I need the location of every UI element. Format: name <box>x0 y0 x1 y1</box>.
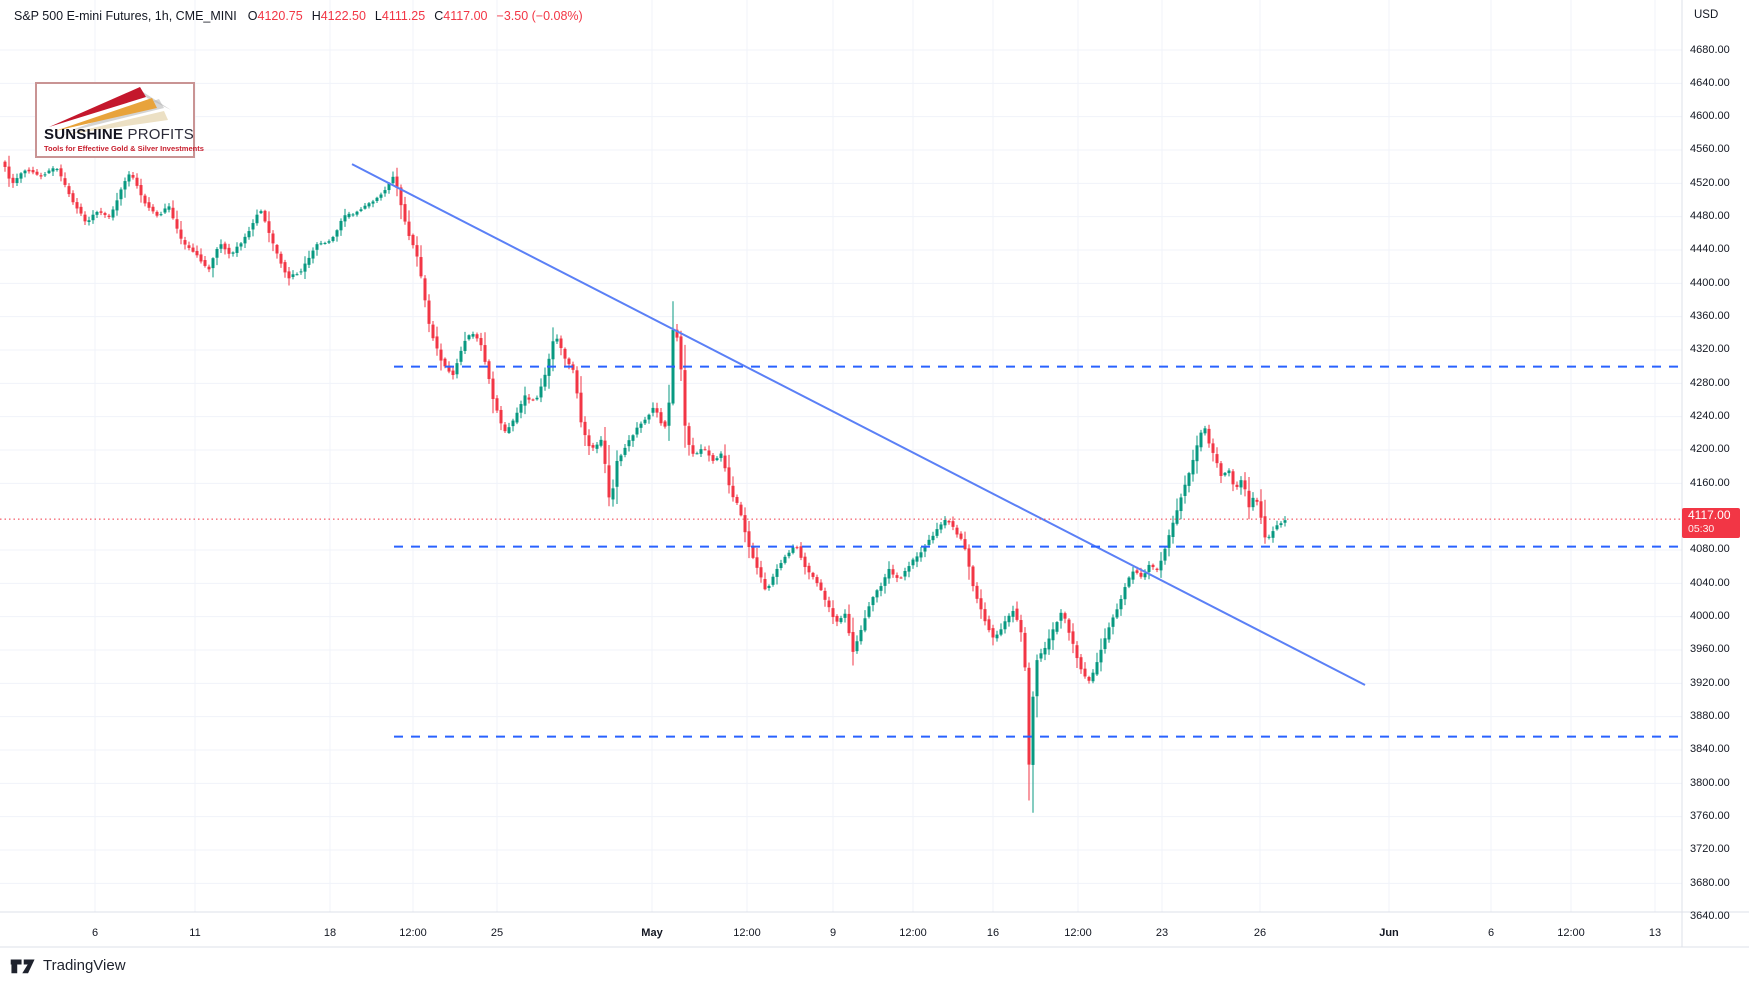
price-tick-label: 4080.00 <box>1690 543 1730 556</box>
price-tick-label: 4560.00 <box>1690 143 1730 156</box>
price-tick-label: 3880.00 <box>1690 710 1730 723</box>
time-tick-label: 13 <box>1648 927 1662 939</box>
price-tick-label: 4440.00 <box>1690 243 1730 256</box>
price-tick-label: 4160.00 <box>1690 476 1730 489</box>
price-tick-label: 4640.00 <box>1690 76 1730 89</box>
price-axis-currency: USD <box>1694 9 1719 21</box>
price-tick-label: 3640.00 <box>1690 910 1730 923</box>
ohlc-open: O4120.75 <box>247 9 303 23</box>
descending-trendline[interactable] <box>351 163 1366 686</box>
time-tick-label: 6 <box>91 927 99 939</box>
price-tick-label: 4680.00 <box>1690 43 1730 56</box>
ohlc-high: H4122.50 <box>311 9 366 23</box>
last-price-value: 4117.00 <box>1688 508 1731 522</box>
bar-countdown: 05:30 <box>1688 522 1715 535</box>
symbol-title[interactable]: S&P 500 E-mini Futures, 1h, CME_MINI <box>14 9 237 23</box>
time-tick-label: 12:00 <box>1064 927 1092 939</box>
ohlc-close: C4117.00 <box>434 9 488 23</box>
price-tick-label: 4400.00 <box>1690 276 1730 289</box>
time-tick-label: May <box>641 927 663 939</box>
price-tick-label: 3960.00 <box>1690 643 1730 656</box>
sunshine-arrows-icon <box>49 87 171 135</box>
time-tick-label: 6 <box>1487 927 1495 939</box>
price-tick-label: 3720.00 <box>1690 843 1730 856</box>
time-tick-label: 25 <box>490 927 504 939</box>
tradingview-brand-text: TradingView <box>43 957 126 974</box>
price-tick-label: 4040.00 <box>1690 576 1730 589</box>
last-price-badge: 4117.00 05:30 <box>1682 508 1740 538</box>
price-tick-label: 3840.00 <box>1690 743 1730 756</box>
time-tick-label: 12:00 <box>733 927 761 939</box>
price-tick-label: 3800.00 <box>1690 776 1730 789</box>
time-tick-label: Jun <box>1379 927 1399 939</box>
candles <box>3 155 1287 813</box>
sunshine-profits-logo: SUNSHINE PROFITS Tools for Effective Gol… <box>35 82 204 158</box>
price-tick-label: 4360.00 <box>1690 310 1730 323</box>
time-tick-label: 23 <box>1155 927 1169 939</box>
price-tick-label: 4600.00 <box>1690 110 1730 123</box>
price-tick-label: 4480.00 <box>1690 210 1730 223</box>
price-tick-label: 4520.00 <box>1690 176 1730 189</box>
price-tick-label: 4240.00 <box>1690 410 1730 423</box>
price-tick-label: 4320.00 <box>1690 343 1730 356</box>
time-tick-label: 9 <box>829 927 837 939</box>
tradingview-attribution[interactable]: TradingView <box>10 957 126 974</box>
price-tick-label: 3760.00 <box>1690 810 1730 823</box>
time-tick-label: 18 <box>323 927 337 939</box>
time-tick-label: 12:00 <box>399 927 427 939</box>
logo-tagline: Tools for Effective Gold & Silver Invest… <box>44 144 204 153</box>
price-tick-label: 4200.00 <box>1690 443 1730 456</box>
chart-legend[interactable]: S&P 500 E-mini Futures, 1h, CME_MINI O41… <box>14 9 583 23</box>
logo-name: SUNSHINE PROFITS <box>44 126 194 143</box>
time-tick-label: 26 <box>1253 927 1267 939</box>
price-tick-label: 3920.00 <box>1690 676 1730 689</box>
change-value: −3.50 (−0.08%) <box>496 9 583 23</box>
price-tick-label: 4280.00 <box>1690 376 1730 389</box>
time-tick-label: 11 <box>189 927 201 939</box>
time-tick-label: 12:00 <box>1557 927 1585 939</box>
time-tick-label: 16 <box>986 927 1000 939</box>
time-tick-label: 12:00 <box>899 927 927 939</box>
gridlines <box>0 0 1682 912</box>
tradingview-logo-icon <box>10 959 35 973</box>
price-tick-label: 3680.00 <box>1690 876 1730 889</box>
ohlc-low: L4111.25 <box>374 9 426 23</box>
price-tick-label: 4000.00 <box>1690 610 1730 623</box>
